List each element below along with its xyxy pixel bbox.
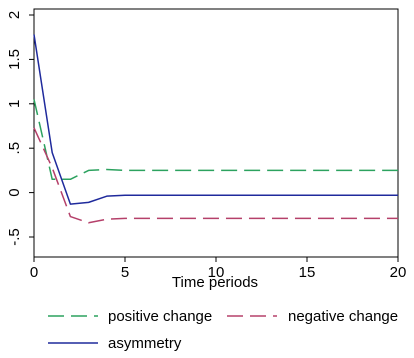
x-tick-label: 5 [121, 264, 129, 281]
series-line-positive-change [33, 99, 398, 181]
x-tick-label: 20 [390, 264, 407, 281]
y-tick-label: 2 [6, 11, 23, 19]
series-line-negative-change [33, 127, 398, 224]
series-line-asymmetry [33, 34, 398, 205]
x-axis-title: Time periods [172, 274, 258, 291]
y-tick-label: 1 [6, 100, 23, 108]
legend-label: positive change [108, 308, 212, 325]
legend-label: negative change [288, 308, 398, 325]
axes: 0 5 10 15 20 -.5 0 .5 1 1.5 2 [6, 8, 407, 281]
plot-frame [33, 8, 399, 258]
x-tick-label: 0 [30, 264, 38, 281]
x-tick-label: 10 [208, 264, 225, 281]
legend-label: asymmetry [108, 335, 182, 352]
y-tick-label: .5 [6, 142, 23, 155]
x-tick-label: 15 [299, 264, 316, 281]
y-tick-label: 1.5 [6, 49, 23, 70]
plot-lines [33, 34, 398, 224]
y-tick-label: 0 [6, 188, 23, 196]
y-tick-label: -.5 [6, 228, 23, 246]
legend: positive change negative change asymmetry [48, 308, 398, 352]
